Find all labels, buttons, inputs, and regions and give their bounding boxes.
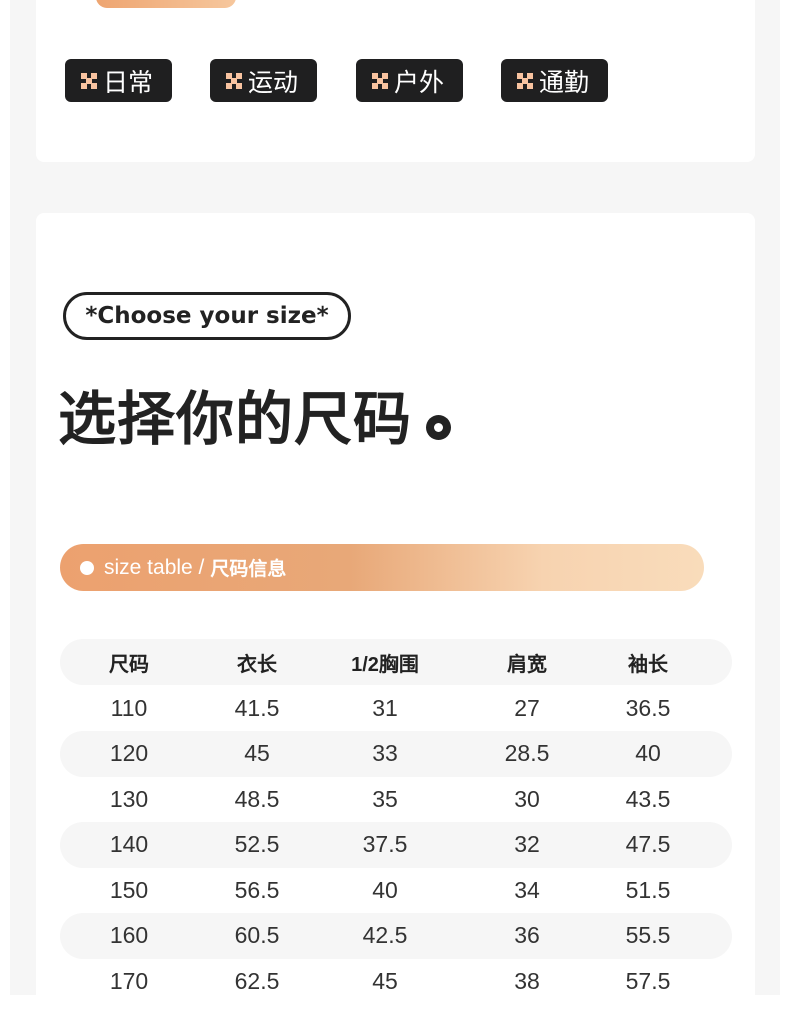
table-cell: 32 <box>514 831 540 857</box>
cross-icon <box>81 72 97 89</box>
table-cell: 35 <box>372 785 398 812</box>
table-cell: 36 <box>514 922 540 948</box>
table-cell: 肩宽 <box>507 653 547 676</box>
table-cell: 130 <box>109 785 149 812</box>
table-cell: 110 <box>110 694 148 721</box>
table-cell: 34 <box>514 876 540 903</box>
table-cell: 56.5 <box>234 876 280 903</box>
table-header: 尺码 衣长 1/2胸围 肩宽 袖长 <box>60 639 732 685</box>
tag-label: 通勤 <box>539 67 590 97</box>
table-cell: 52.5 <box>234 831 280 857</box>
tag-label: 日常 <box>103 67 154 97</box>
table-cell: 36.5 <box>625 694 671 721</box>
decorative-blob <box>96 0 236 8</box>
section-label-en: size table / <box>104 555 205 579</box>
table-cell: 28.5 <box>504 740 550 766</box>
table-cell: 27 <box>514 694 540 721</box>
tag-3: 通勤 <box>501 59 608 102</box>
table-cell: 31 <box>372 694 398 721</box>
table-cell: 140 <box>109 831 149 857</box>
size-table-bar: size table / 尺码信息 <box>60 544 704 591</box>
table-cell: 37.5 <box>362 831 408 857</box>
section-label-zh: 尺码信息 <box>210 559 287 580</box>
table-cell: 42.5 <box>362 922 408 948</box>
cross-icon <box>372 72 388 89</box>
tag-1: 运动 <box>210 59 317 102</box>
table-cell: 45 <box>372 967 398 994</box>
table-cell: 40 <box>635 740 661 766</box>
table-row: 140 52.5 37.5 32 47.5 <box>60 821 732 868</box>
tag-2: 户外 <box>356 59 463 102</box>
table-cell: 袖长 <box>628 653 668 676</box>
dot-icon <box>426 415 451 440</box>
table-cell: 62.5 <box>234 967 280 994</box>
table-row: 150 56.5 40 34 51.5 <box>60 867 732 913</box>
bullet-icon <box>80 560 94 575</box>
table-cell: 尺码 <box>109 653 149 676</box>
table-row: 170 62.5 45 38 57.5 <box>60 958 732 1004</box>
table-row: 120 45 33 28.5 40 <box>60 730 732 777</box>
cross-icon <box>517 72 533 89</box>
table-cell: 38 <box>514 967 540 994</box>
table-cell: 40 <box>372 876 398 903</box>
table-cell: 33 <box>372 740 398 766</box>
table-cell: 衣长 <box>237 653 277 676</box>
table-cell: 170 <box>109 967 149 994</box>
table-cell: 45 <box>244 740 270 766</box>
table-cell: 57.5 <box>625 967 671 994</box>
table-row: 110 41.5 31 27 36.5 <box>60 685 732 731</box>
table-row: 130 48.5 35 30 43.5 <box>60 776 732 822</box>
choose-size-pill: *Choose your size* <box>63 292 351 340</box>
size-card <box>36 213 755 1013</box>
page-title: 选择你的尺码 <box>58 385 413 453</box>
table-cell: 41.5 <box>234 694 280 721</box>
tag-label: 户外 <box>394 67 445 97</box>
table-cell: 60.5 <box>234 922 280 948</box>
tag-0: 日常 <box>65 59 172 102</box>
table-cell: 120 <box>109 740 149 766</box>
table-cell: 51.5 <box>625 876 671 903</box>
table-cell: 150 <box>109 876 149 903</box>
table-cell: 47.5 <box>625 831 671 857</box>
table-cell: 55.5 <box>625 922 671 948</box>
table-cell: 1/2胸围 <box>351 653 419 676</box>
table-cell: 43.5 <box>625 785 671 812</box>
table-cell: 30 <box>514 785 540 812</box>
table-cell: 48.5 <box>234 785 280 812</box>
table-cell: 160 <box>109 922 149 948</box>
table-row: 160 60.5 42.5 36 55.5 <box>60 912 732 959</box>
tag-label: 运动 <box>248 67 299 97</box>
cross-icon <box>226 72 242 89</box>
